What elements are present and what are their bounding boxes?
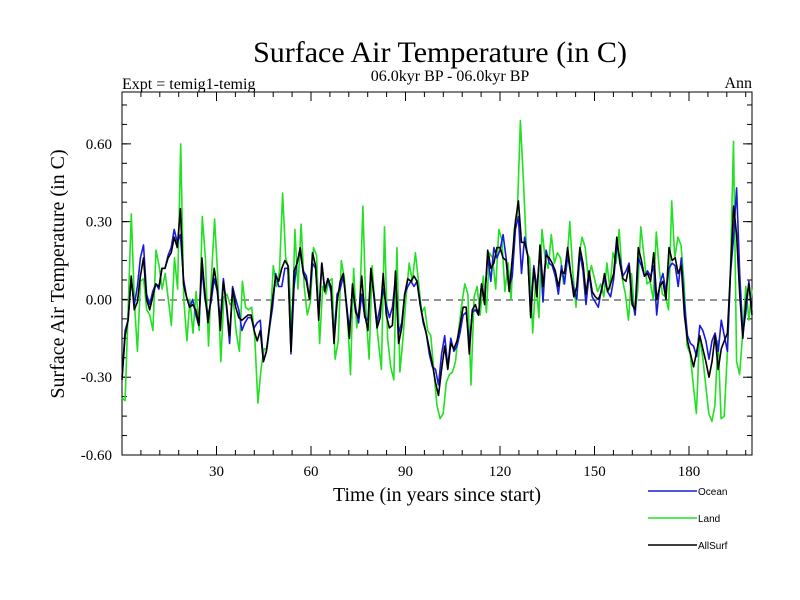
- series-line-land: [121, 119, 753, 423]
- y-tick-label: 0.60: [86, 137, 112, 153]
- y-tick-label: 0.30: [86, 215, 112, 231]
- x-tick-label: 30: [209, 464, 224, 480]
- x-axis-label: Time (in years since start): [333, 484, 541, 506]
- season-label: Ann: [724, 75, 752, 92]
- legend: Ocean Land AllSurf: [648, 487, 728, 552]
- legend-label-land: Land: [698, 514, 720, 525]
- y-tick-label: -0.30: [81, 370, 112, 386]
- legend-label-allsurf: AllSurf: [698, 541, 728, 552]
- chart-title: Surface Air Temperature (in C): [253, 36, 627, 69]
- x-tick-label: 90: [398, 464, 413, 480]
- y-tick-label: 0.00: [86, 292, 112, 308]
- x-tick-label: 150: [583, 464, 606, 480]
- plot-frame: [121, 91, 753, 456]
- y-tick-label: -0.60: [81, 448, 112, 464]
- x-tick-label: 120: [489, 464, 512, 480]
- legend-label-ocean: Ocean: [698, 487, 727, 498]
- y-axis-label: Surface Air Temperature (in C): [47, 149, 69, 398]
- chart-subtitle: 06.0kyr BP - 06.0kyr BP: [371, 68, 530, 85]
- x-tick-label: 60: [304, 464, 319, 480]
- series-line-allsurf: [121, 200, 753, 397]
- x-tick-label: 180: [678, 464, 701, 480]
- experiment-label: Expt = temig1-temig: [122, 76, 255, 93]
